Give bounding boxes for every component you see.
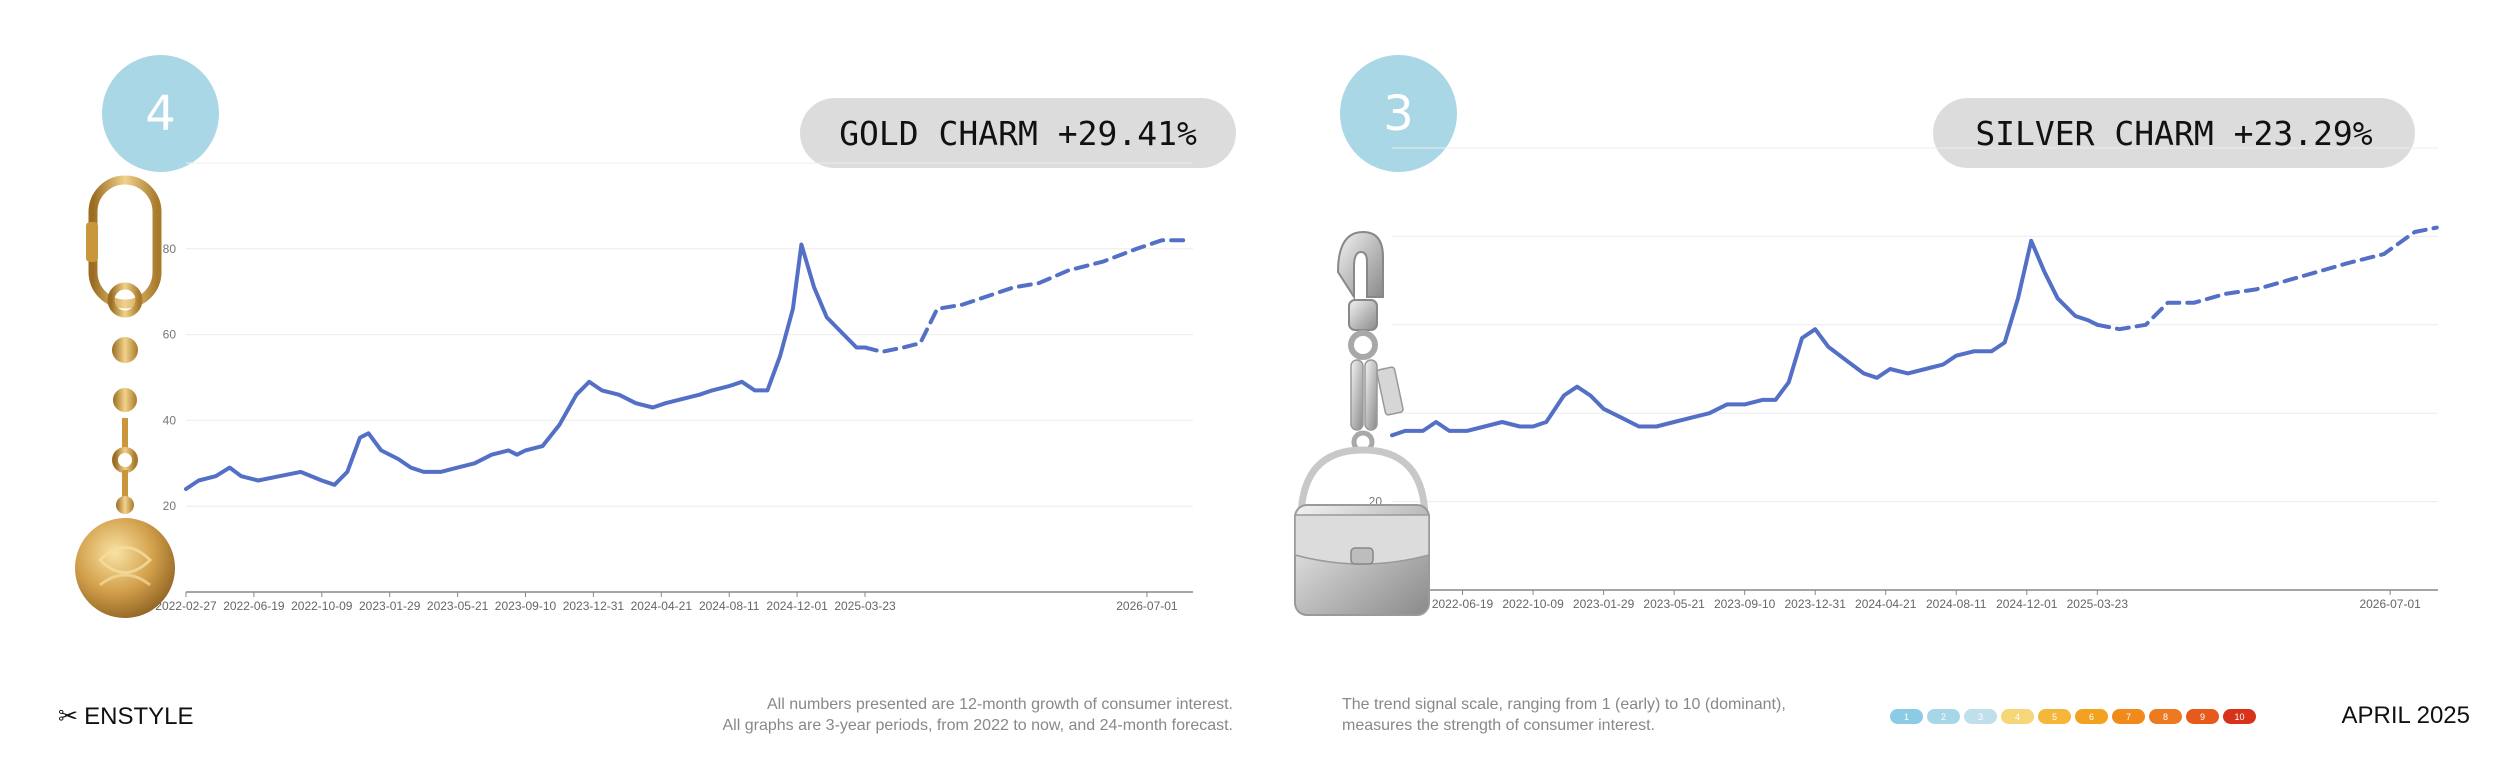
report-date: APRIL 2025 [2341, 702, 2470, 729]
x-tick-label: 2022-10-09 [291, 599, 353, 613]
plot-area: 20 40 60 80 2022-02-27 2022-06-19 2022-10-09 20… [155, 162, 1193, 613]
trend-panel-gold: 4 GOLD CHARM +29.41% 20 40 60 80 2022-02-27 2… [0, 0, 1253, 660]
x-tick-label: 2023-12-31 [563, 599, 625, 613]
x-tick-label: 2023-01-29 [359, 599, 421, 613]
x-tick-label: 2024-08-11 [699, 599, 760, 613]
x-tick-label: 2024-04-21 [631, 599, 693, 613]
history-line [184, 242, 867, 491]
x-tick-label: 2022-10-09 [1502, 597, 1564, 611]
trend-signal-scale: 1 2 3 4 5 6 7 8 9 10 [1890, 709, 2256, 724]
y-tick-label: 60 [163, 328, 177, 342]
scale-chip-2: 2 [1927, 709, 1960, 724]
y-tick-label: 20 [163, 499, 177, 513]
x-tick-label: 2023-01-29 [1573, 597, 1635, 611]
trend-chart: 20 40 60 80 2022-02-27 2022-06-19 2022-10-09 20… [75, 162, 1193, 618]
x-tick-label: 2025-03-23 [2067, 597, 2129, 611]
note-line: measures the strength of consumer intere… [1342, 717, 1656, 734]
scale-chip-7: 7 [2112, 709, 2145, 724]
note-line: The trend signal scale, ranging from 1 (… [1342, 696, 1786, 713]
brand-logo: ✂ ENSTYLE [58, 702, 193, 731]
x-tick-label: 2024-12-01 [766, 599, 828, 613]
silver-charm-image [1294, 230, 1430, 616]
x-tick-label: 2022-02-27 [155, 599, 217, 613]
trend-panel-silver: 3 SILVER CHARM +23.29% 20 2022-06-19 2022-… [1253, 0, 2506, 660]
x-tick-label: 2026-07-01 [2359, 597, 2421, 611]
x-tick-label: 2022-06-19 [223, 599, 285, 613]
x-tick-label: 2023-12-31 [1784, 597, 1846, 611]
x-tick-label: 2025-03-23 [834, 599, 896, 613]
x-tick-label: 2022-06-19 [1432, 597, 1494, 611]
scale-chip-6: 6 [2075, 709, 2108, 724]
x-tick-label: 2024-12-01 [1996, 597, 2058, 611]
rank-badge: 3 [1340, 55, 1457, 172]
scale-chip-1: 1 [1890, 709, 1923, 724]
methodology-note: All numbers presented are 12-month growt… [723, 694, 1234, 736]
brand-name: ENSTYLE [84, 702, 194, 730]
scale-chip-9: 9 [2186, 709, 2219, 724]
x-tick-label: 2026-07-01 [1116, 599, 1178, 613]
scale-chip-4: 4 [2001, 709, 2034, 724]
note-line: All numbers presented are 12-month growt… [766, 696, 1233, 713]
trend-title: GOLD CHARM +29.41% [800, 98, 1236, 168]
scale-chip-8: 8 [2149, 709, 2182, 724]
scale-chip-10: 10 [2223, 709, 2256, 724]
trend-title: SILVER CHARM +23.29% [1933, 98, 2415, 168]
scale-chip-3: 3 [1964, 709, 1997, 724]
scale-chip-5: 5 [2038, 709, 2071, 724]
forecast-line [863, 238, 1190, 354]
x-tick-label: 2023-09-10 [495, 599, 557, 613]
x-tick-label: 2024-04-21 [1855, 597, 1917, 611]
forecast-line [2095, 225, 2439, 332]
note-line: All graphs are 3-year periods, from 2022… [722, 717, 1234, 734]
y-tick-label: 40 [163, 413, 177, 427]
scissors-icon: ✂ [58, 703, 79, 730]
x-tick-label: 2023-05-21 [1643, 597, 1705, 611]
scale-note: The trend signal scale, ranging from 1 (… [1342, 694, 1786, 736]
gold-charm-image [75, 175, 175, 618]
x-tick-label: 2023-09-10 [1714, 597, 1776, 611]
rank-badge: 4 [102, 55, 219, 172]
history-line [1390, 238, 2100, 438]
x-tick-label: 2024-08-11 [1926, 597, 1987, 611]
x-tick-label: 2023-05-21 [427, 599, 489, 613]
y-tick-label: 80 [163, 242, 177, 256]
